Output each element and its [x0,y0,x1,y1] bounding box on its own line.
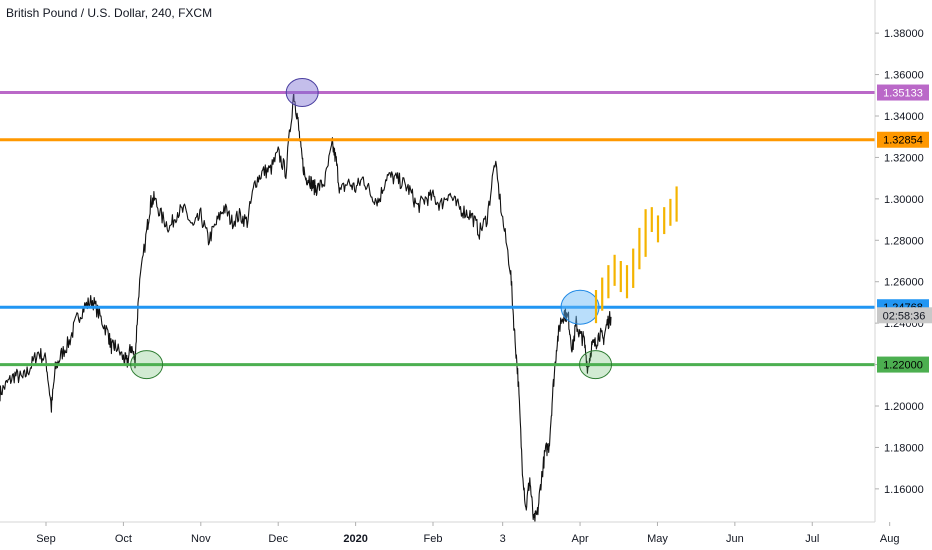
y-tick-label-1.20000: 1.20000 [884,401,924,413]
x-tick-label-Jun: Jun [726,533,744,545]
y-tick-label-1.26000: 1.26000 [884,277,924,289]
x-tick-label-Sep: Sep [36,533,56,545]
chart-title: British Pound / U.S. Dollar, 240, FXCM [6,6,212,20]
y-tick-label-1.28000: 1.28000 [884,235,924,247]
x-tick-label-May: May [647,533,668,545]
y-tick-label-1.18000: 1.18000 [884,442,924,454]
annotation-circle-2[interactable] [560,289,600,325]
x-tick-label-Apr: Apr [571,533,588,545]
price-series-layer [0,91,612,523]
x-tick-label-Jul: Jul [805,533,819,545]
price-badge-1.32854 [877,131,929,148]
horizontal-levels-layer [0,91,875,367]
y-tick-label-1.32000: 1.32000 [884,152,924,164]
y-tick-label-1.16000: 1.16000 [884,484,924,496]
annotation-circle-0[interactable] [285,78,319,108]
price-badge-label-1.32854: 1.32854 [883,135,923,147]
annotation-circles-layer [130,78,613,380]
y-tick-label-1.30000: 1.30000 [884,194,924,206]
price-badge-1.22000 [877,356,929,373]
y-tick-label-1.38000: 1.38000 [884,28,924,40]
time-axis[interactable]: Sep Oct Nov Dec 2020 Feb 3 Apr May Jun Jul Aug [36,522,899,545]
y-tick-label-1.36000: 1.36000 [884,70,924,82]
countdown-label: 02:58:36 [883,310,926,322]
price-badge-label-1.22000: 1.22000 [883,360,923,372]
x-tick-label-Aug: Aug [880,533,900,545]
x-tick-label-Nov: Nov [191,533,211,545]
annotation-circle-1[interactable] [130,350,164,380]
price-badge-1.35133 [877,84,929,101]
x-tick-label-2020: 2020 [343,533,367,545]
x-tick-label-Feb: Feb [424,533,443,545]
annotation-circle-3[interactable] [579,350,613,380]
x-tick-label-Oct: Oct [115,533,132,545]
countdown-badge [877,307,932,324]
price-badge-label-1.35133: 1.35133 [883,88,923,100]
x-tick-label-Dec: Dec [268,533,288,545]
projection-bars-layer [594,186,678,324]
y-tick-label-1.34000: 1.34000 [884,111,924,123]
x-tick-label-3: 3 [500,533,506,545]
price-series-line-0 [0,91,612,523]
